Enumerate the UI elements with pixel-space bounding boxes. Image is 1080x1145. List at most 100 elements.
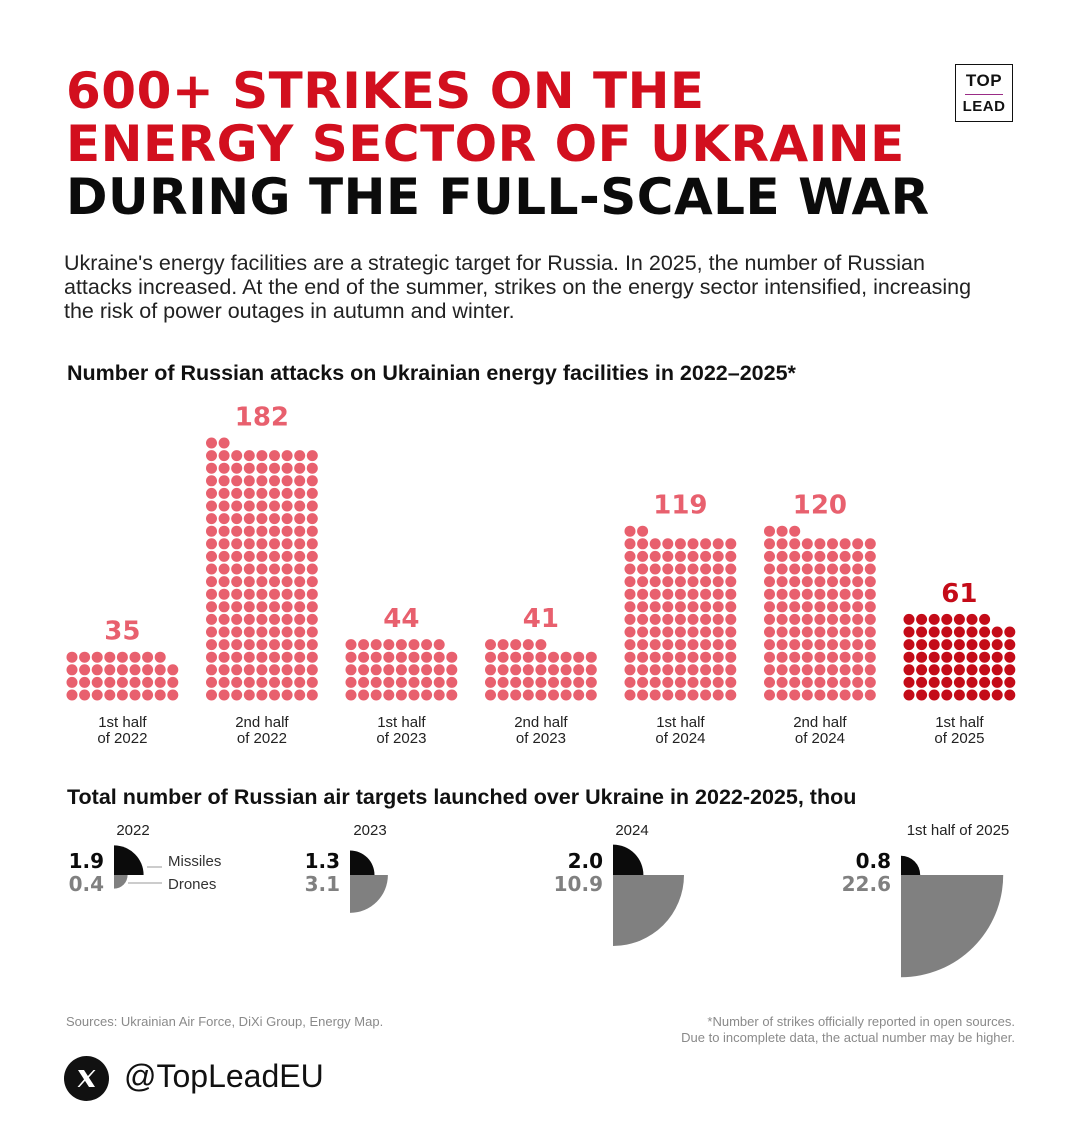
dot: [497, 651, 509, 663]
dot: [548, 676, 559, 688]
air-targets-chart-title: Total number of Russian air targets laun…: [67, 785, 857, 809]
drones-value-label: 3.1: [305, 872, 340, 896]
dot: [408, 639, 420, 651]
logo-text-top: TOP: [965, 71, 1003, 90]
pie-year-label: 2022: [116, 822, 149, 839]
dot: [358, 676, 370, 688]
dot: [573, 676, 585, 688]
dot: [712, 626, 724, 638]
logo-divider: [965, 94, 1003, 95]
dot: [306, 538, 318, 550]
x-glyph: [77, 1070, 96, 1087]
dot: [928, 664, 940, 676]
dot: [421, 639, 433, 651]
dot: [776, 550, 788, 562]
dot: [649, 689, 661, 701]
dot: [485, 689, 496, 701]
dot: [256, 462, 268, 474]
dot: [725, 563, 737, 575]
missiles-value-label: 0.8: [856, 849, 891, 873]
dot: [674, 664, 686, 676]
dot: [903, 689, 915, 701]
dot: [814, 639, 826, 651]
dot: [916, 689, 928, 701]
dot: [294, 513, 306, 525]
x-tick-label-line: of 2025: [934, 730, 985, 747]
dot: [903, 639, 915, 651]
dot: [712, 676, 724, 688]
dot: [700, 538, 712, 550]
dot: [991, 676, 1003, 688]
dot: [839, 664, 851, 676]
dot: [269, 513, 280, 525]
headline-line-1: 600+ STRIKES ON THE: [66, 62, 705, 120]
dot: [231, 588, 243, 600]
dot: [116, 664, 128, 676]
dot: [852, 588, 864, 600]
dot: [408, 651, 420, 663]
social-handle[interactable]: @TopLeadEU: [124, 1058, 324, 1094]
dot: [852, 664, 864, 676]
dot: [243, 689, 255, 701]
dot: [218, 601, 230, 613]
bar-value-label: 120: [793, 491, 847, 521]
dot: [218, 626, 230, 638]
dot: [712, 550, 724, 562]
x-logo-icon[interactable]: [64, 1056, 109, 1101]
dot: [294, 664, 306, 676]
dot: [154, 651, 166, 663]
dot: [243, 626, 255, 638]
dot: [700, 626, 712, 638]
dot: [801, 626, 813, 638]
dot: [306, 550, 318, 562]
dot: [814, 651, 826, 663]
dot: [662, 601, 674, 613]
dot: [764, 651, 775, 663]
dot: [269, 689, 280, 701]
dot: [269, 563, 280, 575]
dot: [231, 450, 243, 462]
dot: [218, 664, 230, 676]
dot: [1004, 664, 1016, 676]
dot: [383, 676, 395, 688]
dot: [903, 626, 915, 638]
dot: [637, 639, 649, 651]
dot: [408, 676, 420, 688]
dot: [129, 664, 141, 676]
dot: [281, 651, 293, 663]
x-tick-label: 1st half of 2023: [336, 715, 466, 747]
dot: [712, 639, 724, 651]
dot: [637, 651, 649, 663]
dot: [269, 462, 280, 474]
dot: [839, 563, 851, 575]
dot: [421, 664, 433, 676]
dot: [687, 538, 699, 550]
missiles-value-label: 2.0: [568, 849, 603, 873]
dot: [700, 689, 712, 701]
dot: [662, 626, 674, 638]
dot: [269, 664, 280, 676]
dot: [446, 676, 458, 688]
dot: [649, 626, 661, 638]
dot: [206, 651, 217, 663]
dot: [712, 613, 724, 625]
x-tick-label-line: 1st half: [656, 714, 705, 731]
dot: [560, 664, 572, 676]
dot: [497, 676, 509, 688]
dot: [776, 588, 788, 600]
dot: [206, 626, 217, 638]
dot: [916, 664, 928, 676]
dot: [294, 601, 306, 613]
dot: [142, 689, 154, 701]
dot: [269, 538, 280, 550]
dot: [294, 450, 306, 462]
bar-2: [345, 639, 458, 701]
dot: [256, 613, 268, 625]
dot: [712, 664, 724, 676]
dot: [649, 601, 661, 613]
dot: [116, 651, 128, 663]
dot: [928, 639, 940, 651]
dot: [674, 613, 686, 625]
dot: [725, 588, 737, 600]
dot: [206, 462, 217, 474]
